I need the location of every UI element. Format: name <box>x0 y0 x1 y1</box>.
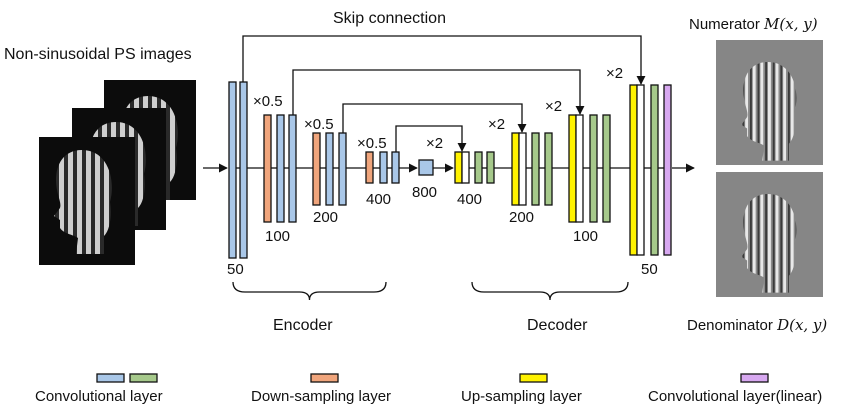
channel-count-label: 400 <box>457 191 483 208</box>
channel-count-label: 200 <box>313 209 339 226</box>
upsampling-layer-block <box>629 84 638 256</box>
legend-swatch <box>740 373 769 383</box>
network-layers <box>228 81 672 259</box>
downsample-scale-label-2: ×0.5 <box>304 116 334 133</box>
legend-swatch <box>129 373 158 383</box>
upsample-scale-label-3: ×2 <box>545 98 563 115</box>
linear-conv-layer-block <box>663 84 672 256</box>
input-images-label: Non-sinusoidal PS images <box>4 46 192 63</box>
denominator-output-image <box>716 172 823 297</box>
legend-label-linear: Convolutional layer(linear) <box>648 388 823 405</box>
numerator-output-image <box>716 40 823 165</box>
denominator-label: Denominator D(x, y) <box>687 316 828 334</box>
denominator-text: Denominator <box>687 317 773 334</box>
conv-layer-block <box>589 114 598 223</box>
conv-layer-block <box>474 151 483 184</box>
channel-count-label: 400 <box>366 191 392 208</box>
channel-count-label: 100 <box>573 228 599 245</box>
conv-layer-block <box>228 81 237 259</box>
skip-connection-label: Skip connection <box>333 10 446 27</box>
input-image-front <box>39 137 135 265</box>
conv-layer-block <box>391 151 400 184</box>
decoder-label: Decoder <box>527 317 588 334</box>
skip-connection-arrow <box>395 125 467 152</box>
legend-swatches <box>96 373 769 383</box>
channel-count-label: 800 <box>412 184 438 201</box>
encoder-bracket <box>232 281 387 301</box>
conv-layer-block <box>531 132 540 206</box>
group-brackets <box>232 281 629 301</box>
concat-layer-block <box>518 132 527 206</box>
legend-label-down: Down-sampling layer <box>251 388 392 405</box>
downsampling-layer-block <box>263 114 272 223</box>
upsampling-layer-block <box>568 114 577 223</box>
upsample-scale-label-2: ×2 <box>488 116 506 133</box>
legend-label-up: Up-sampling layer <box>461 388 582 405</box>
input-image-stack <box>39 80 196 265</box>
concat-layer-block <box>575 114 584 223</box>
channel-count-label: 100 <box>265 228 291 245</box>
upsampling-layer-block <box>454 151 463 184</box>
legend-swatch <box>310 373 339 383</box>
conv-layer-block <box>276 114 285 223</box>
upsampling-layer-block <box>511 132 520 206</box>
conv-layer-block <box>325 132 334 206</box>
skip-connection-arrow <box>342 103 527 133</box>
channel-count-label: 50 <box>641 261 658 278</box>
bottleneck-block <box>418 159 434 176</box>
legend-swatch <box>96 373 125 383</box>
conv-layer-block <box>288 114 297 223</box>
downsampling-layer-block <box>365 151 374 184</box>
denominator-symbol: D(x, y) <box>777 316 828 334</box>
upsample-scale-label-4: ×2 <box>606 65 624 82</box>
conv-layer-block <box>379 151 388 184</box>
concat-layer-block <box>636 84 645 256</box>
conv-layer-block <box>239 81 248 259</box>
skip-connections <box>242 35 646 152</box>
channel-count-label: 200 <box>509 209 535 226</box>
conv-layer-block <box>602 114 611 223</box>
numerator-symbol: M(x, y) <box>764 15 818 33</box>
numerator-text: Numerator <box>689 16 760 33</box>
downsample-scale-label-1: ×0.5 <box>253 93 283 110</box>
numerator-label: Numerator M(x, y) <box>689 15 818 33</box>
decoder-bracket <box>471 281 629 301</box>
downsample-scale-label-3: ×0.5 <box>357 135 387 152</box>
conv-layer-block <box>486 151 495 184</box>
legend-label-conv: Convolutional layer <box>35 388 163 405</box>
conv-layer-block <box>544 132 553 206</box>
skip-connection-arrow <box>292 69 585 115</box>
downsampling-layer-block <box>312 132 321 206</box>
channel-count-label: 50 <box>227 261 244 278</box>
concat-layer-block <box>461 151 470 184</box>
conv-layer-block <box>338 132 347 206</box>
conv-layer-block <box>650 84 659 256</box>
encoder-label: Encoder <box>273 317 333 334</box>
upsample-scale-label-1: ×2 <box>426 135 444 152</box>
legend-swatch <box>519 373 548 383</box>
skip-connection-arrow <box>242 35 646 85</box>
